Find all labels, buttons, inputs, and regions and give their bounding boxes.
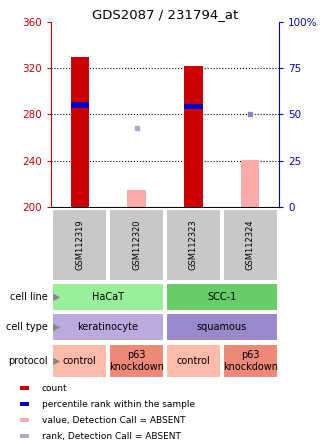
Bar [52, 313, 164, 341]
Text: ▶: ▶ [53, 356, 60, 366]
Text: protocol: protocol [8, 356, 48, 366]
Bar [184, 103, 203, 109]
Text: squamous: squamous [197, 322, 247, 332]
Bar [19, 402, 29, 406]
Text: ▶: ▶ [53, 292, 60, 302]
Bar [19, 386, 29, 390]
Text: HaCaT: HaCaT [92, 292, 124, 302]
Bar [19, 418, 29, 422]
Text: control: control [63, 356, 96, 366]
Bar [184, 66, 203, 207]
Bar [71, 57, 89, 207]
Text: ▶: ▶ [53, 322, 60, 332]
Text: p63
knockdown: p63 knockdown [109, 350, 164, 372]
Text: rank, Detection Call = ABSENT: rank, Detection Call = ABSENT [42, 432, 181, 440]
Bar [109, 209, 164, 281]
Bar [166, 313, 278, 341]
Bar [223, 344, 278, 378]
Bar [127, 190, 146, 207]
Text: control: control [177, 356, 210, 366]
Bar [166, 283, 278, 311]
Title: GDS2087 / 231794_at: GDS2087 / 231794_at [92, 8, 238, 21]
Text: value, Detection Call = ABSENT: value, Detection Call = ABSENT [42, 416, 185, 424]
Bar [166, 344, 221, 378]
Bar [223, 209, 278, 281]
Text: p63
knockdown: p63 knockdown [223, 350, 278, 372]
Text: cell type: cell type [6, 322, 48, 332]
Text: GSM112319: GSM112319 [75, 219, 84, 270]
Bar [52, 283, 164, 311]
Text: percentile rank within the sample: percentile rank within the sample [42, 400, 195, 408]
Bar [241, 159, 259, 207]
Bar [109, 344, 164, 378]
Bar [52, 209, 107, 281]
Bar [52, 344, 107, 378]
Text: count: count [42, 384, 68, 392]
Text: cell line: cell line [10, 292, 48, 302]
Text: keratinocyte: keratinocyte [78, 322, 139, 332]
Text: SCC-1: SCC-1 [207, 292, 237, 302]
Bar [71, 103, 89, 108]
Bar [19, 434, 29, 438]
Text: GSM112323: GSM112323 [189, 219, 198, 270]
Text: GSM112324: GSM112324 [246, 219, 255, 270]
Text: GSM112320: GSM112320 [132, 219, 141, 270]
Bar [166, 209, 221, 281]
